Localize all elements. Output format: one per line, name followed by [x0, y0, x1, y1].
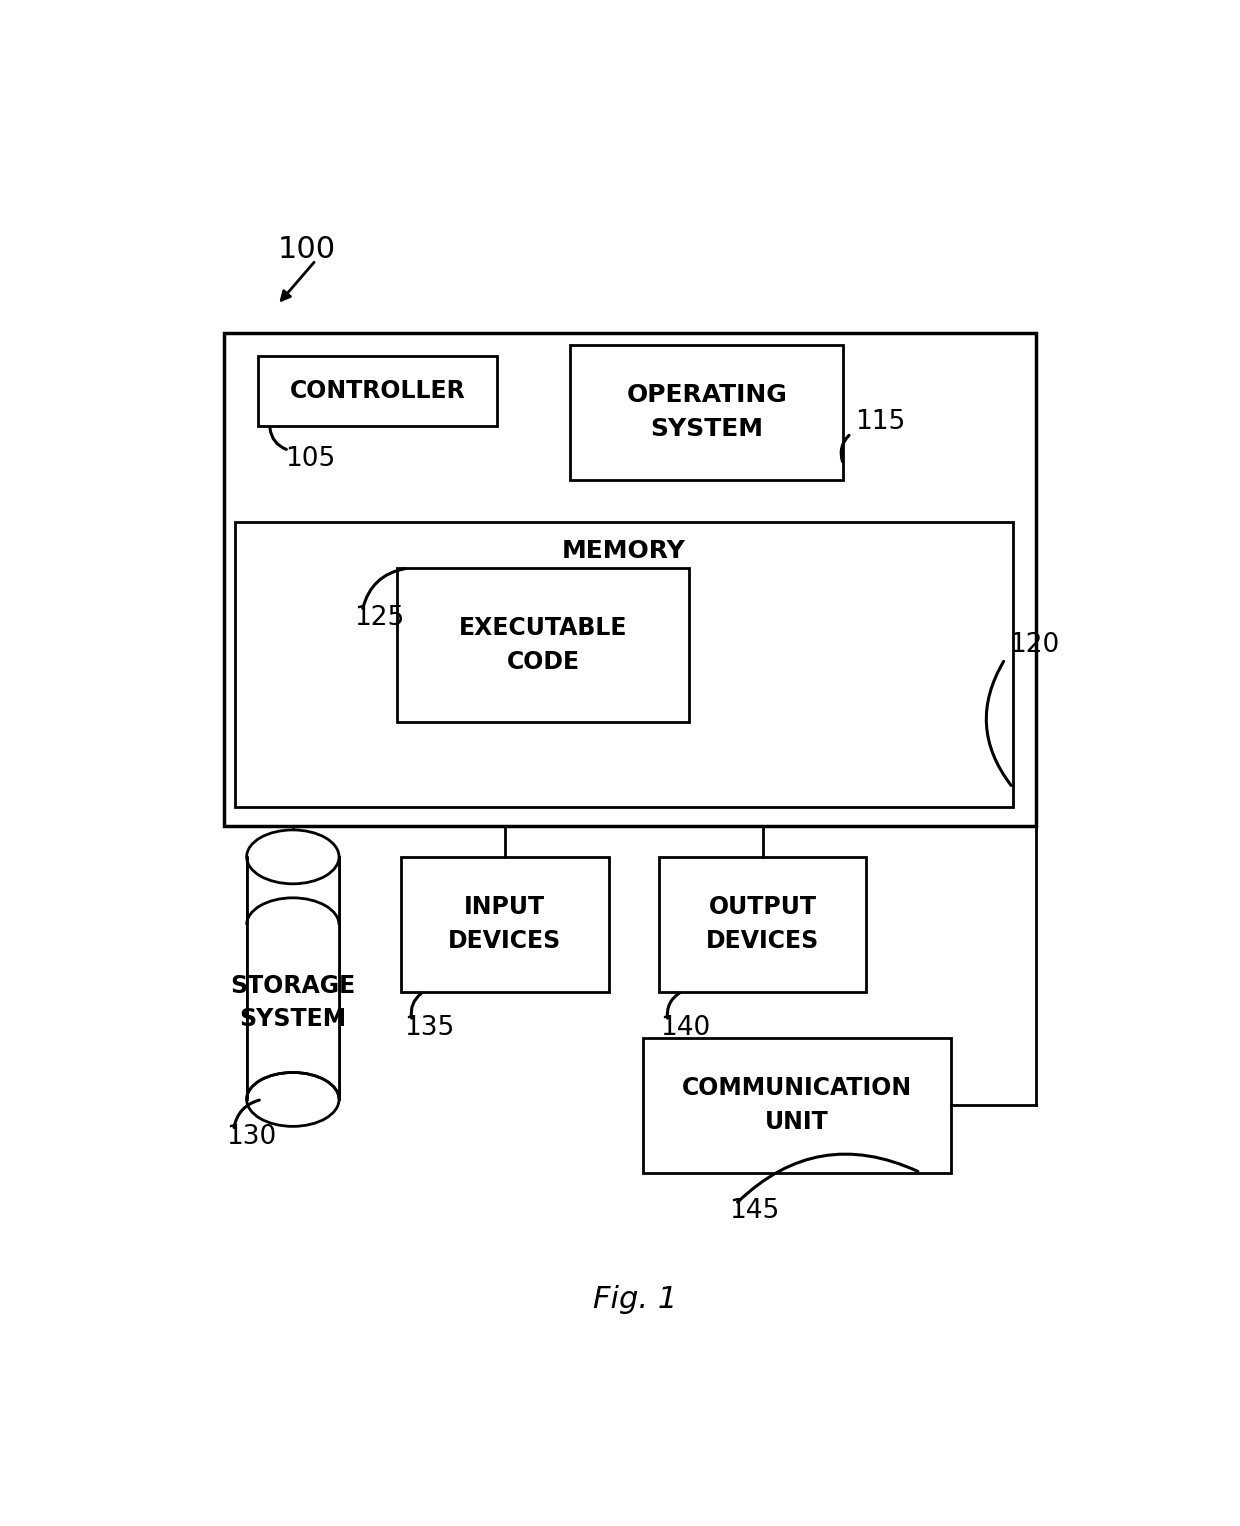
- Text: 100: 100: [278, 235, 336, 264]
- Text: 145: 145: [729, 1198, 780, 1224]
- Bar: [570, 345, 843, 479]
- Text: EXECUTABLE
CODE: EXECUTABLE CODE: [459, 617, 627, 674]
- Text: 140: 140: [660, 1015, 711, 1041]
- Bar: [236, 522, 1013, 807]
- Text: OUTPUT
DEVICES: OUTPUT DEVICES: [706, 896, 820, 954]
- Bar: [658, 858, 867, 992]
- Bar: [247, 858, 339, 1099]
- Ellipse shape: [247, 830, 339, 884]
- Bar: [258, 357, 497, 426]
- Text: MEMORY: MEMORY: [562, 539, 686, 563]
- Text: INPUT
DEVICES: INPUT DEVICES: [448, 896, 562, 954]
- Text: Fig. 1: Fig. 1: [594, 1285, 677, 1314]
- Bar: [401, 858, 609, 992]
- Text: 135: 135: [404, 1015, 455, 1041]
- Text: 115: 115: [854, 409, 905, 435]
- Text: 125: 125: [355, 606, 404, 632]
- Text: 105: 105: [285, 447, 335, 473]
- Bar: [223, 333, 1035, 826]
- Ellipse shape: [247, 1073, 339, 1126]
- Text: STORAGE
SYSTEM: STORAGE SYSTEM: [231, 974, 356, 1032]
- Text: 130: 130: [226, 1125, 277, 1151]
- Text: 120: 120: [1009, 632, 1059, 658]
- Text: CONTROLLER: CONTROLLER: [290, 378, 465, 403]
- Bar: [397, 568, 689, 722]
- Bar: [644, 1038, 951, 1172]
- Text: OPERATING
SYSTEM: OPERATING SYSTEM: [626, 383, 787, 441]
- Text: COMMUNICATION
UNIT: COMMUNICATION UNIT: [682, 1076, 913, 1134]
